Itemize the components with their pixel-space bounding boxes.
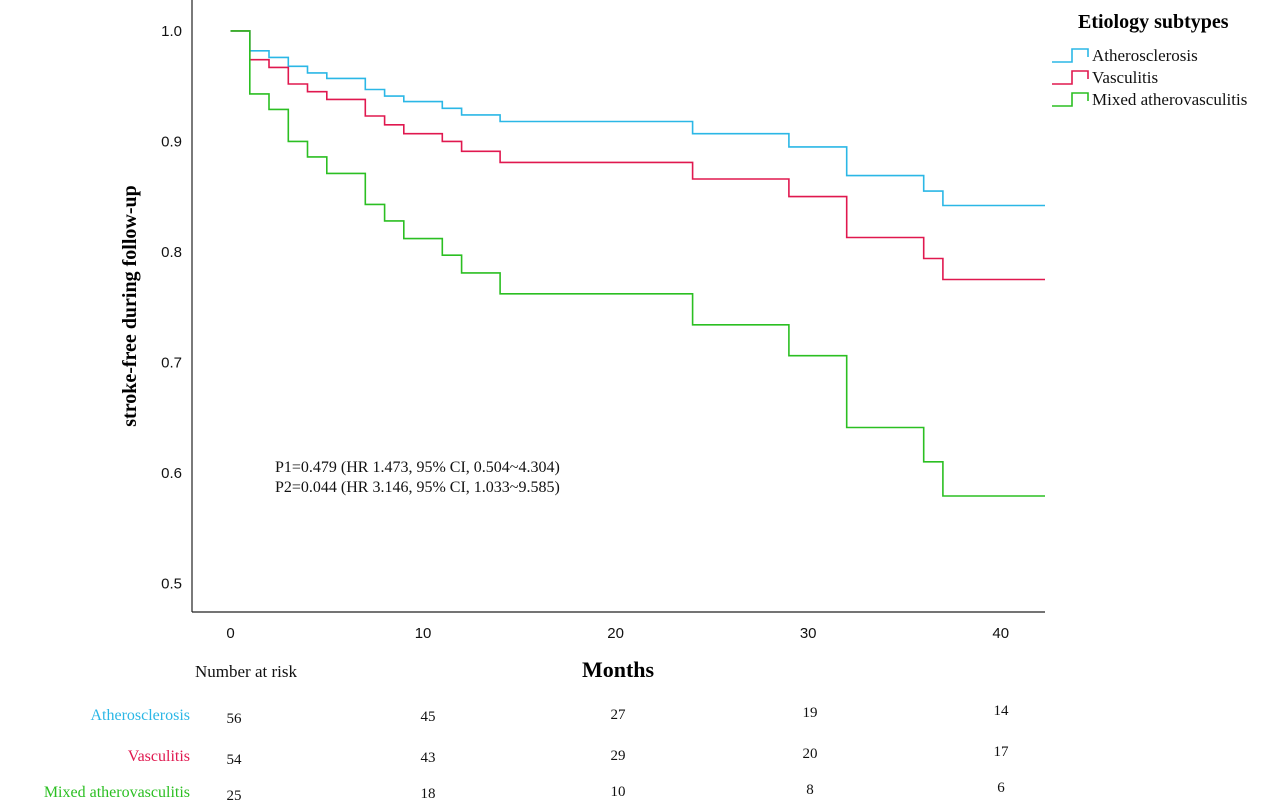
y-tick-label: 0.6 (161, 465, 182, 482)
risk-count: 29 (611, 748, 626, 764)
y-tick-labels: 0.5 0.6 0.7 0.8 0.9 1.0 (161, 23, 182, 592)
y-axis-title: stroke-free during follow-up (119, 185, 141, 426)
risk-count: 25 (227, 788, 242, 804)
legend-label: Vasculitis (1092, 68, 1158, 87)
risk-count: 56 (227, 711, 243, 727)
risk-count: 17 (994, 744, 1010, 760)
x-axis-title: Months (582, 657, 655, 682)
legend: Etiology subtypes Atherosclerosis Vasculi… (1052, 11, 1247, 109)
legend-swatch (1052, 70, 1089, 85)
y-tick-label: 0.9 (161, 133, 182, 150)
survival-curves (230, 30, 1045, 497)
y-tick-label: 0.5 (161, 575, 182, 592)
risk-row-label: Mixed atherovasculitis (44, 784, 190, 801)
risk-count: 19 (803, 705, 818, 721)
legend-label: Mixed atherovasculitis (1092, 90, 1247, 109)
risk-count: 20 (803, 746, 818, 762)
risk-row-label: Vasculitis (128, 748, 190, 765)
series-line-mixed-atherovasculitis (230, 30, 1045, 497)
x-tick-label: 0 (226, 625, 234, 642)
x-tick-label: 10 (415, 625, 432, 642)
risk-count: 10 (611, 784, 626, 800)
x-tick-label: 20 (607, 625, 624, 642)
legend-swatch (1052, 92, 1089, 107)
risk-table-rows: Atherosclerosis 56 45 27 19 14 Vasculitis 54 43 2… (44, 703, 1009, 804)
legend-label: Atherosclerosis (1092, 46, 1198, 65)
x-tick-labels: 0 10 20 30 40 (226, 625, 1009, 642)
series-line-atherosclerosis (230, 30, 1045, 207)
legend-title: Etiology subtypes (1078, 11, 1229, 33)
x-tick-label: 40 (992, 625, 1009, 642)
annotation-p2: P2=0.044 (HR 3.146, 95% CI, 1.033~9.585) (275, 479, 560, 496)
risk-table-heading: Number at risk (195, 662, 297, 681)
risk-count: 6 (997, 780, 1005, 796)
risk-table: Number at risk Atherosclerosis 56 45 27 19 14… (44, 662, 1009, 804)
risk-count: 18 (421, 786, 436, 802)
series-line-vasculitis (230, 30, 1045, 281)
legend-items: Atherosclerosis Vasculitis Mixed atherovas… (1052, 46, 1247, 109)
annotation-p1: P1=0.479 (HR 1.473, 95% CI, 0.504~4.304) (275, 459, 560, 476)
x-tick-label: 30 (800, 625, 817, 642)
risk-count: 43 (421, 750, 436, 766)
legend-swatch (1052, 48, 1089, 63)
risk-count: 45 (421, 709, 436, 725)
risk-count: 54 (227, 752, 243, 768)
y-tick-label: 0.7 (161, 354, 182, 371)
risk-count: 14 (994, 703, 1010, 719)
y-tick-label: 1.0 (161, 23, 182, 40)
risk-count: 8 (806, 782, 814, 798)
y-tick-label: 0.8 (161, 244, 182, 261)
risk-row-label: Atherosclerosis (90, 707, 190, 724)
risk-count: 27 (611, 707, 627, 723)
